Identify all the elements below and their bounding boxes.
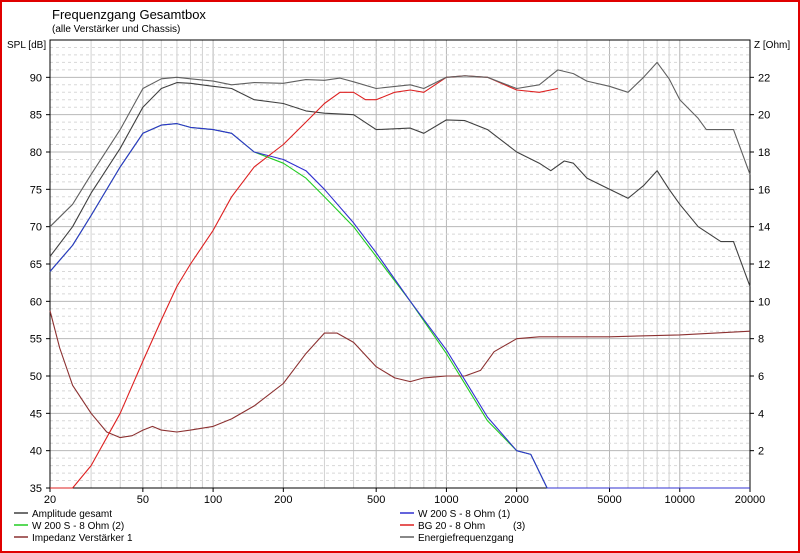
y-right-tick-label: 14 — [758, 222, 770, 234]
y-left-tick-label: 60 — [30, 296, 42, 308]
y-left-tick-label: 70 — [30, 222, 42, 234]
chart-title: Frequenzgang Gesamtbox — [52, 7, 206, 22]
legend-label: BG 20 - 8 Ohm — [418, 521, 485, 532]
y-axis-left-label: SPL [dB] — [7, 40, 47, 51]
y-left-tick-label: 50 — [30, 371, 42, 383]
legend-label: W 200 S - 8 Ohm (2) — [32, 521, 124, 532]
y-left-tick-label: 75 — [30, 184, 42, 196]
legend-label-suffix: (3) — [513, 521, 525, 532]
series-line-w-200-s-8-ohm-1 — [49, 123, 750, 489]
y-right-tick-label: 22 — [758, 72, 770, 84]
x-tick-label: 100 — [204, 494, 222, 506]
legend-label: W 200 S - 8 Ohm (1) — [418, 509, 510, 520]
y-left-tick-label: 45 — [30, 408, 42, 420]
x-tick-label: 20 — [44, 494, 56, 506]
series-line-amplitude-gesamt — [49, 82, 751, 287]
y-left-tick-label: 40 — [30, 446, 42, 458]
series-line-impedanz-verst-rker-1 — [49, 310, 751, 439]
y-left-tick-label: 65 — [30, 259, 42, 271]
legend-label: Impedanz Verstärker 1 — [32, 533, 133, 544]
x-tick-label: 200 — [274, 494, 292, 506]
y-left-tick-label: 55 — [30, 334, 42, 346]
y-left-tick-label: 35 — [30, 483, 42, 495]
y-right-tick-label: 16 — [758, 184, 770, 196]
x-tick-label: 5000 — [597, 494, 621, 506]
x-tick-label: 50 — [137, 494, 149, 506]
series-line-energiefrequenzgang — [49, 61, 751, 228]
y-right-tick-label: 10 — [758, 296, 770, 308]
x-tick-label: 10000 — [664, 494, 695, 506]
x-tick-label: 500 — [367, 494, 385, 506]
y-left-tick-label: 85 — [30, 110, 42, 122]
y-right-tick-label: 2 — [758, 446, 764, 458]
legend-label: Amplitude gesamt — [32, 509, 112, 520]
chart-subtitle: (alle Verstärker und Chassis) — [52, 24, 181, 35]
legend-label: Energiefrequenzgang — [418, 533, 514, 544]
y-right-tick-label: 20 — [758, 110, 770, 122]
y-left-tick-label: 80 — [30, 147, 42, 159]
y-axis-right-label: Z [Ohm] — [754, 40, 791, 51]
x-tick-label: 1000 — [434, 494, 458, 506]
y-right-tick-label: 12 — [758, 259, 770, 271]
y-right-tick-label: 4 — [758, 408, 764, 420]
y-left-tick-label: 90 — [30, 72, 42, 84]
y-right-tick-label: 8 — [758, 334, 764, 346]
x-tick-label: 20000 — [735, 494, 766, 506]
y-right-tick-label: 18 — [758, 147, 770, 159]
y-right-tick-label: 6 — [758, 371, 764, 383]
x-tick-label: 2000 — [504, 494, 528, 506]
